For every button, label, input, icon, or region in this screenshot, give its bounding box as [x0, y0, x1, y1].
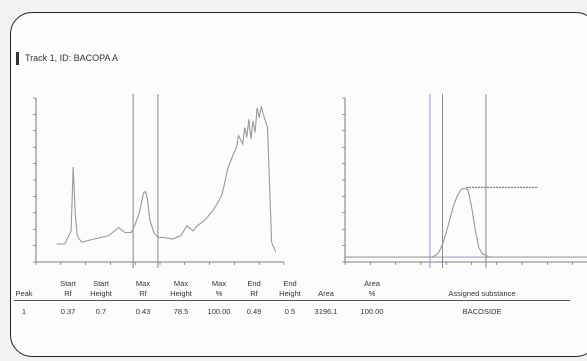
table-header-cell: Height: [279, 289, 301, 298]
table-header-cell: Max: [135, 279, 151, 288]
table-header-cell: Area: [318, 289, 334, 298]
table-header-cell: Area: [364, 279, 380, 288]
table-header-cell: Start: [60, 279, 76, 288]
chart-right: [342, 94, 587, 268]
table-header-cell: Start: [93, 279, 109, 288]
table-cell: 3196.1: [314, 307, 338, 316]
table-cell: 78.5: [173, 307, 189, 316]
table-cell: 100.00: [207, 307, 231, 316]
table-cell: 0.37: [60, 307, 76, 316]
table-cell: 0.7: [95, 307, 107, 316]
table-header-rule: [14, 300, 570, 301]
chart-left: [33, 94, 285, 268]
table-header-cell: Height: [90, 289, 112, 298]
table-cell: 100.00: [360, 307, 384, 316]
table-header-cell: Rf: [139, 289, 147, 298]
table-cell: 0.43: [135, 307, 151, 316]
table-header-cell: Height: [170, 289, 192, 298]
table-header-cell: %: [215, 289, 223, 298]
table-header-cell: %: [368, 289, 376, 298]
table-cell: BACOSIDE: [462, 307, 502, 316]
table-header-cell: Assigned substance: [448, 289, 516, 298]
report-frame: [10, 12, 587, 357]
table-header-cell: Rf: [250, 289, 258, 298]
table-header-cell: Peak: [15, 289, 33, 298]
table-header-cell: End: [247, 279, 261, 288]
table-cell: 0.49: [246, 307, 262, 316]
track-title: Track 1, ID: BACOPA A: [16, 52, 118, 65]
densitogram-curve: [345, 187, 587, 258]
table-header-cell: End: [283, 279, 297, 288]
table-cell: 0.5: [284, 307, 296, 316]
table-header-cell: Max: [211, 279, 227, 288]
table-header-cell: Rf: [64, 289, 72, 298]
densitogram-curve: [56, 106, 277, 253]
table-cell: 1: [21, 307, 27, 316]
table-header-cell: Max: [173, 279, 189, 288]
